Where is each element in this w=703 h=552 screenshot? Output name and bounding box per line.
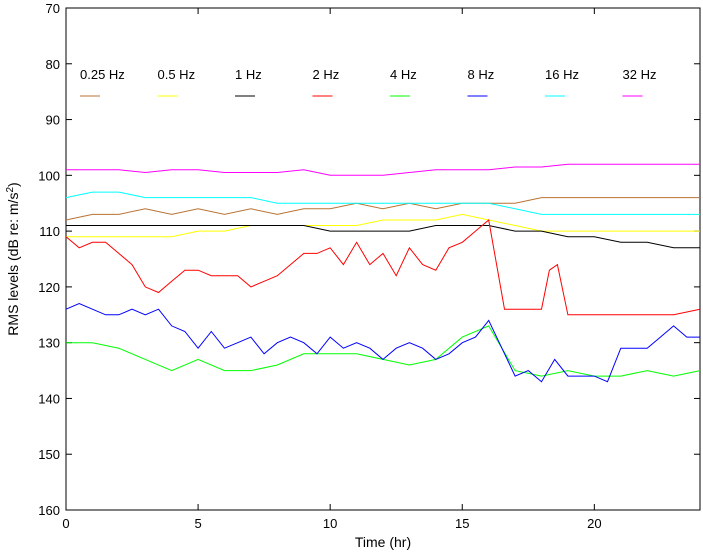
legend-label-16-hz: 16 Hz bbox=[545, 67, 579, 82]
legend-label-1-hz: 1 Hz bbox=[235, 67, 262, 82]
x-tick-label: 20 bbox=[587, 516, 601, 531]
y-axis-title-sup: 2 bbox=[5, 187, 16, 193]
series-line-8-hz bbox=[65, 303, 700, 383]
y-tick-label: 130 bbox=[38, 336, 60, 351]
legend-label-0-5-hz: 0.5 Hz bbox=[158, 67, 196, 82]
legend-label-4-hz: 4 Hz bbox=[390, 67, 417, 82]
series-line-16-hz bbox=[65, 191, 700, 215]
legend: 0.25 Hz 0.5 Hz 1 Hz 2 Hz 4 Hz 8 Hz 16 Hz 32 Hz bbox=[80, 67, 657, 97]
series-line-2-hz bbox=[65, 219, 701, 316]
axis-ticks: 0 5 10 15 20 70 80 90 100 110 120 130 140 150 160 bbox=[38, 1, 700, 531]
legend-label-2-hz: 2 Hz bbox=[313, 67, 340, 82]
y-tick-label: 140 bbox=[38, 391, 60, 406]
y-tick-label: 100 bbox=[38, 168, 60, 183]
y-tick-label: 90 bbox=[46, 113, 60, 128]
series-line-0-5-hz bbox=[66, 213, 700, 238]
x-axis-title: Time (hr) bbox=[355, 534, 411, 550]
series-line-0-25-hz bbox=[65, 197, 700, 221]
y-tick-label: 150 bbox=[38, 447, 60, 462]
series-line-32-hz bbox=[66, 163, 700, 176]
x-tick-label: 5 bbox=[194, 516, 201, 531]
plot-frame bbox=[65, 7, 701, 511]
y-tick-label: 110 bbox=[39, 224, 60, 239]
y-axis-title-main: RMS levels (dB re: m/s bbox=[5, 193, 21, 336]
legend-label-8-hz: 8 Hz bbox=[468, 67, 495, 82]
legend-label-32-hz: 32 Hz bbox=[623, 67, 657, 82]
x-tick-label: 0 bbox=[62, 516, 69, 531]
series-line-4-hz bbox=[66, 325, 701, 377]
series-line-1-hz bbox=[66, 225, 700, 249]
y-tick-label: 160 bbox=[38, 503, 60, 518]
x-tick-label: 15 bbox=[455, 516, 469, 531]
series-lines bbox=[65, 163, 701, 383]
x-tick-label: 10 bbox=[323, 516, 337, 531]
legend-label-0-25-hz: 0.25 Hz bbox=[80, 67, 125, 82]
y-axis-title-tail: ) bbox=[5, 182, 21, 187]
y-axis-title: RMS levels (dB re: m/s2) bbox=[5, 182, 21, 335]
y-tick-label: 120 bbox=[38, 280, 60, 295]
y-tick-label: 80 bbox=[46, 57, 60, 72]
y-tick-label: 70 bbox=[46, 1, 60, 16]
